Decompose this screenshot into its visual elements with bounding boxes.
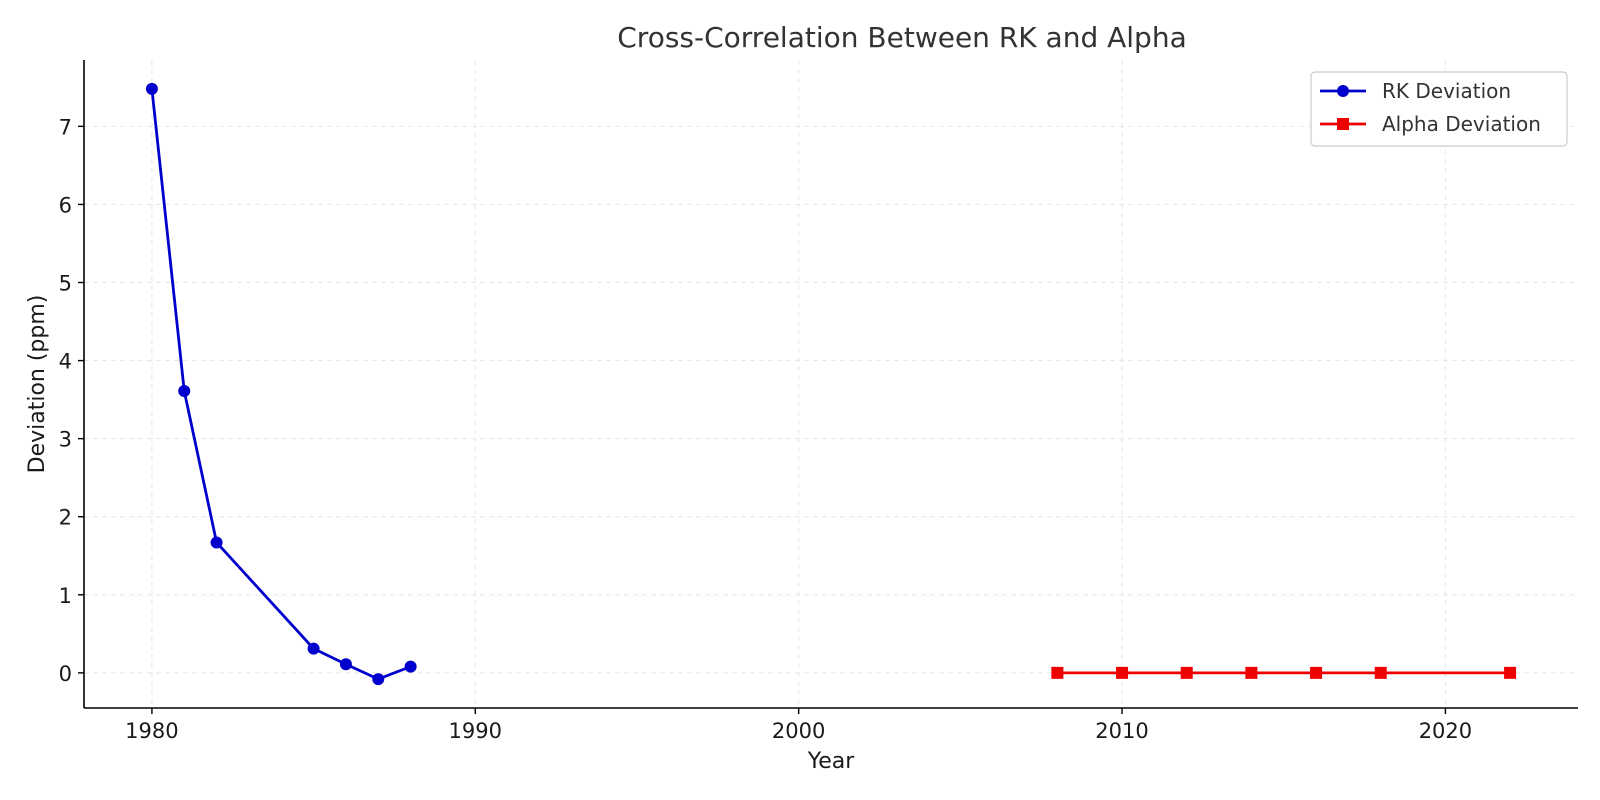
x-axis-title: Year: [807, 749, 856, 774]
y-tick-label: 5: [59, 272, 72, 296]
y-tick-label: 6: [59, 193, 72, 217]
rk-deviation-point: [372, 673, 385, 686]
alpha-deviation-point: [1180, 666, 1193, 679]
rk-deviation-point: [307, 642, 320, 655]
y-tick-label: 0: [59, 662, 72, 686]
grid: [84, 60, 1578, 708]
y-tick-label: 2: [59, 506, 72, 530]
rk-deviation-point: [339, 658, 352, 671]
rk-deviation-point: [404, 660, 417, 673]
legend-marker-alpha: [1337, 118, 1349, 130]
y-tick-label: 1: [59, 584, 72, 608]
alpha-deviation-point: [1051, 666, 1064, 679]
rk-deviation-point: [145, 82, 158, 95]
alpha-deviation-point: [1116, 666, 1129, 679]
series-rk-deviation: [145, 82, 417, 686]
y-axis-title: Deviation (ppm): [25, 295, 50, 474]
x-tick-label: 1990: [449, 719, 502, 743]
y-tick-label: 7: [59, 115, 72, 139]
series-alpha-deviation: [1051, 666, 1517, 679]
rk-deviation-point: [178, 385, 191, 398]
axes: [83, 60, 1578, 709]
rk-deviation-point: [210, 536, 223, 549]
series: [145, 82, 1517, 686]
chart-title: Cross-Correlation Between RK and Alpha: [617, 21, 1186, 54]
alpha-deviation-point: [1504, 666, 1517, 679]
alpha-deviation-point: [1310, 666, 1323, 679]
x-tick-label: 2010: [1095, 719, 1148, 743]
alpha-deviation-point: [1245, 666, 1258, 679]
alpha-deviation-point: [1374, 666, 1387, 679]
legend-label-alpha: Alpha Deviation: [1382, 112, 1541, 136]
y-tick-label: 3: [59, 428, 72, 452]
x-tick-label: 1980: [125, 719, 178, 743]
x-tick-label: 2020: [1419, 719, 1472, 743]
legend-box: [1310, 71, 1568, 147]
legend-label-rk: RK Deviation: [1382, 79, 1511, 103]
rk-deviation-line: [150, 88, 412, 681]
ticks: 1980 1990 2000 2010 2020 0 1 2 3 4 5 6 7: [59, 115, 1473, 743]
legend-marker-rk: [1337, 85, 1349, 97]
x-tick-label: 2000: [772, 719, 825, 743]
legend: RK Deviation Alpha Deviation: [1310, 71, 1568, 147]
y-tick-label: 4: [59, 350, 72, 374]
